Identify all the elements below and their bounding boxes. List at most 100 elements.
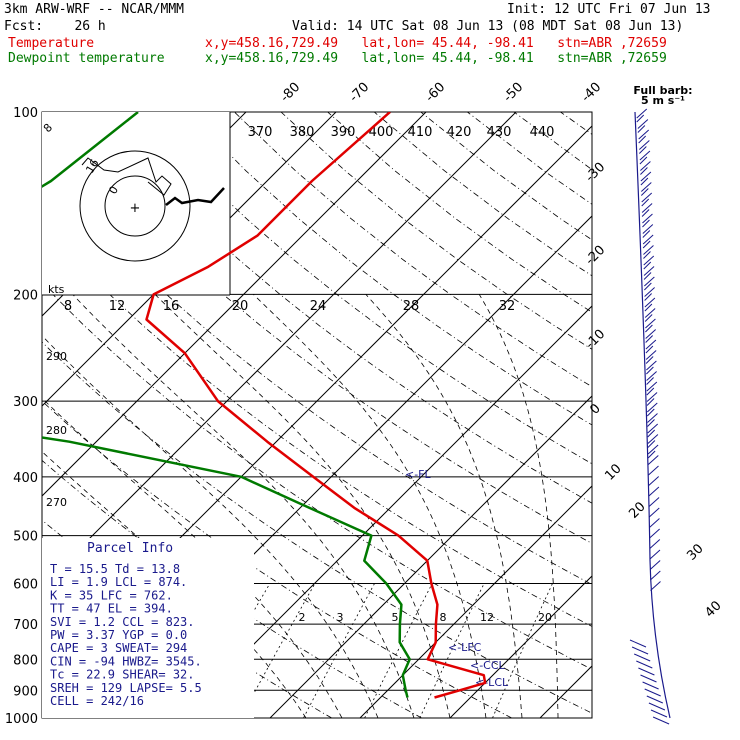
parcel-row: LI = 1.9 LCL = 874. [50,575,187,589]
speed-scale-label: 8 [64,299,72,314]
isotherm-label: -30 [583,160,609,186]
moist-adiabat [478,294,559,718]
pressure-tick-label: 900 [13,684,38,699]
wind-barb [646,360,657,371]
isotherm-label: -70 [347,80,373,106]
dry-adiabat [42,282,592,670]
wind-barb [639,140,650,150]
dry-adiabat [42,341,592,714]
wind-barb [643,282,652,291]
dry-adiabat [373,112,592,277]
wind-barb [649,539,661,549]
hodograph-height-label: 430 [487,125,512,140]
mixing-ratio-label: 2 [299,611,306,624]
wind-barb [647,434,659,444]
parcel-row: SVI = 1.2 CCL = 823. [50,615,195,629]
mixing-ratio-line [419,583,485,718]
speed-scale-label: 32 [499,299,516,314]
wind-barb [640,177,649,186]
dewpoint-location: x,y=458.16,729.49 lat,lon= 45.44, -98.41… [205,51,667,66]
wind-barb [643,251,651,259]
wind-barb [649,518,660,528]
wind-barb [642,234,654,245]
wind-barb [647,429,656,438]
wind-barb [639,150,651,161]
parcel-row: PW = 3.37 YGP = 0.0 [50,628,187,642]
hodograph-height-label: 440 [530,125,555,140]
moist-adiabat [253,294,487,718]
wind-barb [643,261,652,270]
wind-barb [644,276,655,287]
barb-legend-units: 5 m s⁻¹ [641,94,685,107]
wind-barb [646,402,658,413]
wind-barb [640,171,652,182]
level-annotation: <-FL [405,468,432,481]
moist-adiabat [42,397,343,718]
wind-barb [646,695,664,704]
speed-scale-label: 12 [109,299,126,314]
wind-barb [631,646,649,655]
wind-barb [643,266,655,276]
mixing-ratio-line [303,583,375,718]
isotherm-line [42,112,517,587]
wind-barb [642,240,651,249]
temperature-line [145,112,487,699]
wind-barb [638,129,650,140]
wind-barb [646,381,658,392]
hodograph-trace [165,187,225,206]
isotherm-line [539,665,592,718]
dewpoint-label: Dewpoint temperature [8,51,165,66]
dry-adiabat [280,112,592,350]
wind-barb [643,245,654,255]
pressure-tick-label: 500 [13,530,38,545]
wind-barb [646,392,658,402]
knots-label: kts [48,283,65,296]
dry-adiabat [560,112,592,135]
speed-scale-label: 16 [163,299,180,314]
parcel-title: Parcel Info [87,541,173,556]
isotherm-line [42,112,427,497]
hodograph-ring [79,150,191,262]
wind-barb [639,156,648,165]
wind-barb [637,119,649,129]
wind-barb [645,318,656,329]
wind-barb [641,209,650,217]
mixing-ratio-label: 5 [392,611,399,624]
hodograph-envelope [81,157,172,196]
level-annotation: <-LFC [448,641,482,654]
wind-barb [650,709,668,718]
wind-barb [645,345,654,354]
forecast-hour: Fcst: 26 h [4,19,106,34]
wind-barb [649,528,660,539]
isotherm-label: 40 [702,598,724,620]
wind-barb [642,219,650,228]
hodograph-height-label: 370 [248,125,273,140]
wind-barb [652,716,670,725]
isotherm-label: 20 [626,499,648,521]
wind-barb [647,450,656,459]
model-title: 3km ARW-WRF -- NCAR/MMM [4,2,185,17]
isotherm-label: 30 [684,541,706,563]
wind-barb [641,203,653,213]
isotherm-label: -50 [501,80,527,106]
wind-barb [647,440,656,448]
parcel-row: SREH = 129 LAPSE= 5.5 [50,681,202,695]
wind-barb [647,423,659,434]
wind-barb [644,688,661,697]
dry-adiabat [42,459,422,718]
wind-barb [644,293,652,301]
temperature-location: x,y=458.16,729.49 lat,lon= 45.44, -98.41… [205,36,667,51]
wind-barb [637,125,646,133]
wind-barb [646,398,655,406]
wind-barb [644,297,656,308]
wind-barb [644,287,655,297]
hodograph-ring-label: 16 [83,157,101,176]
wind-barb [633,653,651,662]
isotherm-label: -40 [579,80,605,106]
pressure-tick-label: 300 [13,395,38,410]
barb-legend-title: Full barb: [633,84,692,97]
wind-barb [646,371,657,381]
wind-barb [642,224,654,234]
wind-barb [649,570,661,581]
wind-barb [650,581,661,591]
